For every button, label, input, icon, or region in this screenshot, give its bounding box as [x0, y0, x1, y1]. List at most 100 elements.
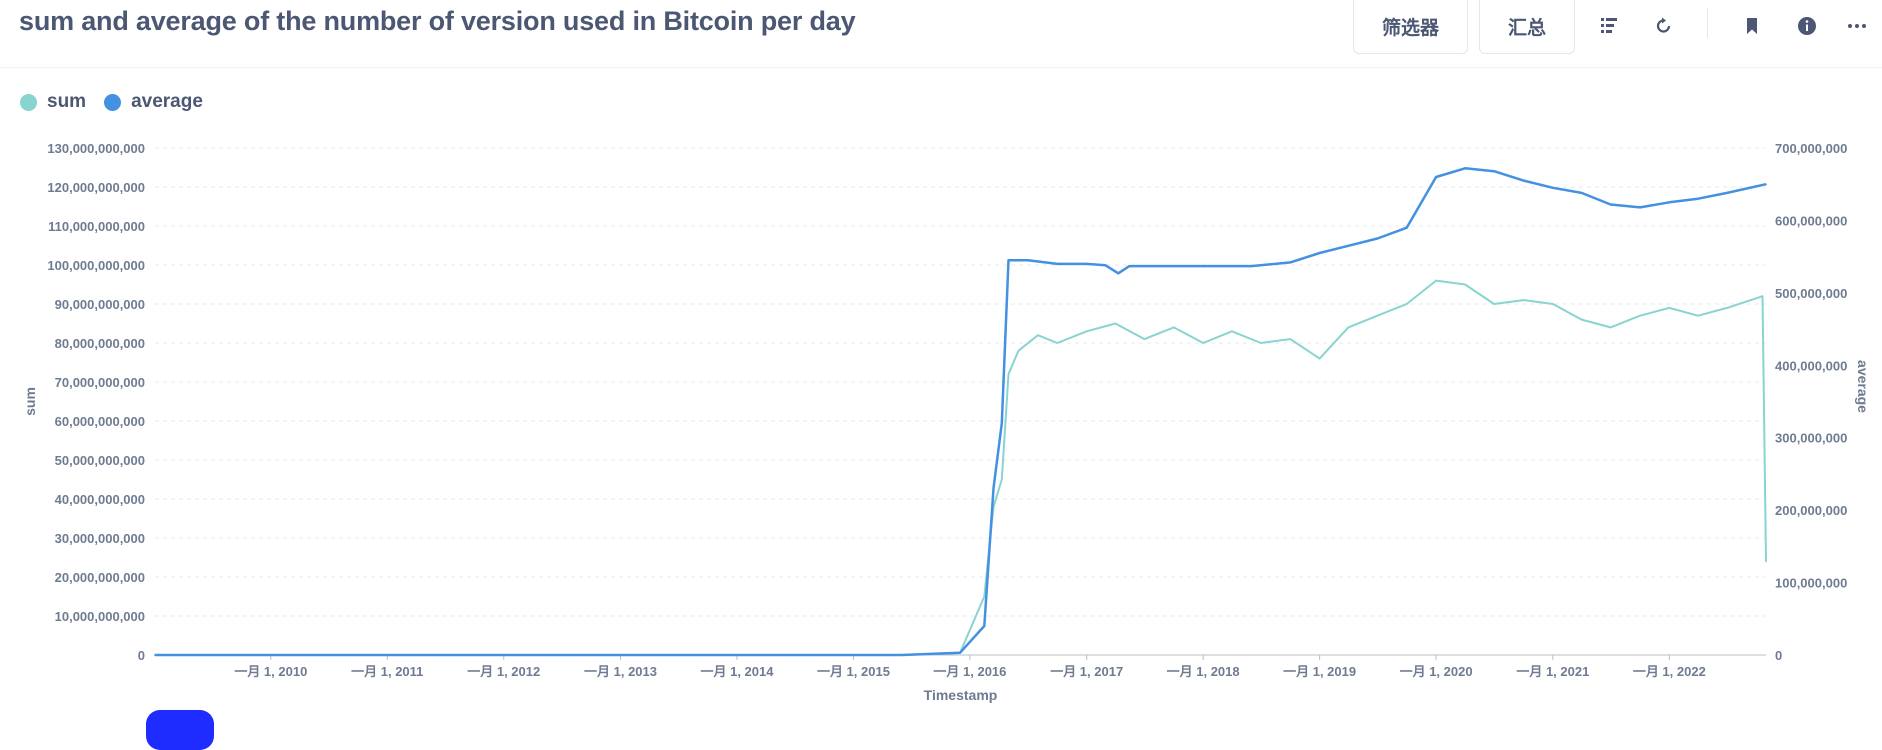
data-point-average	[1522, 179, 1525, 182]
legend-item-average[interactable]: average	[104, 91, 203, 113]
data-point-sum	[1765, 560, 1767, 563]
x-tick-label: 一月 1, 2020	[1400, 664, 1473, 679]
data-point-average	[1639, 206, 1641, 209]
data-point-average	[1464, 167, 1466, 170]
x-tick-label: 一月 1, 2022	[1633, 664, 1706, 679]
data-point-average	[992, 487, 995, 490]
data-point-average	[1609, 203, 1612, 206]
data-point-sum	[1609, 326, 1612, 329]
data-point-average	[1435, 176, 1437, 178]
bars-list-icon[interactable]	[1592, 9, 1626, 43]
x-tick-label: 一月 1, 2015	[817, 664, 890, 679]
data-point-sum	[1231, 330, 1233, 333]
y-tick-label: 0	[138, 648, 145, 663]
data-point-average	[1493, 170, 1495, 172]
data-point-sum	[1017, 350, 1020, 352]
data-point-average	[1104, 264, 1107, 267]
data-point-sum	[1289, 338, 1292, 340]
data-point-sum	[1007, 373, 1010, 376]
summarize-button-label: 汇总	[1507, 18, 1546, 39]
data-point-sum	[1493, 303, 1495, 305]
data-point-sum	[1405, 303, 1408, 305]
y-tick-label: 120,000,000,000	[47, 180, 145, 195]
chart-legend: sum average	[20, 88, 221, 116]
y2-tick-label: 700,000,000	[1775, 141, 1847, 156]
filter-button[interactable]: 筛选器	[1353, 0, 1468, 54]
x-tick-label: 一月 1, 2010	[234, 664, 307, 679]
data-point-sum	[1580, 318, 1583, 321]
x-tick-label: 一月 1, 2021	[1516, 664, 1589, 679]
x-tick-label: 一月 1, 2013	[584, 664, 657, 679]
data-point-average	[959, 652, 961, 654]
series-line-sum	[155, 279, 1767, 656]
x-tick-label: 一月 1, 2016	[933, 664, 1006, 679]
y2-tick-label: 0	[1775, 648, 1782, 663]
y2-tick-label: 400,000,000	[1775, 358, 1847, 373]
x-tick-label: 一月 1, 2017	[1050, 664, 1123, 679]
data-point-sum	[1347, 326, 1350, 329]
data-point-sum	[1668, 307, 1671, 309]
data-point-average	[1153, 265, 1156, 267]
data-point-sum	[1085, 330, 1088, 333]
refresh-icon[interactable]	[1647, 9, 1681, 43]
data-point-average	[1552, 187, 1554, 189]
data-point-average	[1318, 252, 1321, 254]
bookmark-icon[interactable]	[1735, 9, 1769, 43]
data-point-average	[1202, 265, 1204, 267]
data-point-sum	[1056, 342, 1059, 344]
y-tick-label: 10,000,000,000	[55, 609, 145, 624]
data-point-sum	[1464, 283, 1466, 286]
y-tick-label: 50,000,000,000	[55, 453, 145, 468]
y2-tick-label: 200,000,000	[1775, 503, 1847, 518]
chart-header: sum and average of the number of version…	[0, 0, 1882, 68]
y-tick-label: 130,000,000,000	[47, 141, 145, 156]
data-point-average	[983, 625, 986, 627]
data-point-sum	[1761, 295, 1764, 298]
data-point-average	[1580, 192, 1583, 194]
legend-item-sum[interactable]: sum	[20, 91, 86, 113]
data-point-sum	[1726, 307, 1728, 309]
y-tick-label: 110,000,000,000	[48, 219, 145, 234]
x-tick-label: 一月 1, 2018	[1167, 664, 1240, 679]
data-point-sum	[1114, 322, 1117, 325]
data-point-average	[1697, 197, 1699, 200]
data-point-average	[1668, 201, 1671, 204]
y-tick-label: 60,000,000,000	[55, 414, 145, 429]
data-point-average	[1405, 226, 1408, 229]
x-tick-label: 一月 1, 2014	[700, 664, 774, 679]
data-point-sum	[1143, 338, 1146, 340]
info-icon[interactable]	[1790, 9, 1824, 43]
data-point-average	[900, 654, 903, 656]
y-tick-label: 70,000,000,000	[55, 375, 145, 390]
ellipsis-icon[interactable]	[1840, 9, 1874, 43]
visualization-toggle-button[interactable]	[146, 710, 214, 750]
data-point-average	[1027, 259, 1029, 262]
data-point-average	[1289, 261, 1292, 264]
page-title: sum and average of the number of version…	[19, 6, 856, 36]
header-divider	[1707, 8, 1708, 38]
data-point-average	[1726, 192, 1728, 194]
data-point-sum	[1376, 314, 1379, 317]
x-tick-label: 一月 1, 2011	[351, 664, 423, 679]
data-point-sum	[1202, 342, 1204, 344]
data-point-sum	[983, 595, 986, 598]
y2-tick-label: 300,000,000	[1775, 431, 1847, 446]
y-tick-label: 80,000,000,000	[55, 336, 145, 351]
legend-label-sum: sum	[47, 91, 87, 112]
data-point-average	[1001, 422, 1003, 425]
data-point-average	[1085, 263, 1088, 265]
summarize-button[interactable]: 汇总	[1479, 0, 1575, 54]
legend-dot-average	[104, 93, 122, 111]
x-tick-label: 一月 1, 2012	[467, 664, 540, 679]
y-axis-title: sum	[22, 387, 38, 416]
data-point-sum	[1173, 326, 1175, 329]
x-tick-label: 一月 1, 2019	[1283, 664, 1356, 679]
data-point-sum	[1697, 314, 1699, 317]
y2-tick-label: 500,000,000	[1775, 286, 1847, 301]
data-point-average	[1007, 259, 1010, 262]
data-point-sum	[1639, 314, 1641, 317]
data-point-sum	[1435, 279, 1437, 282]
data-point-average	[1347, 245, 1350, 247]
data-point-sum	[1552, 303, 1554, 305]
